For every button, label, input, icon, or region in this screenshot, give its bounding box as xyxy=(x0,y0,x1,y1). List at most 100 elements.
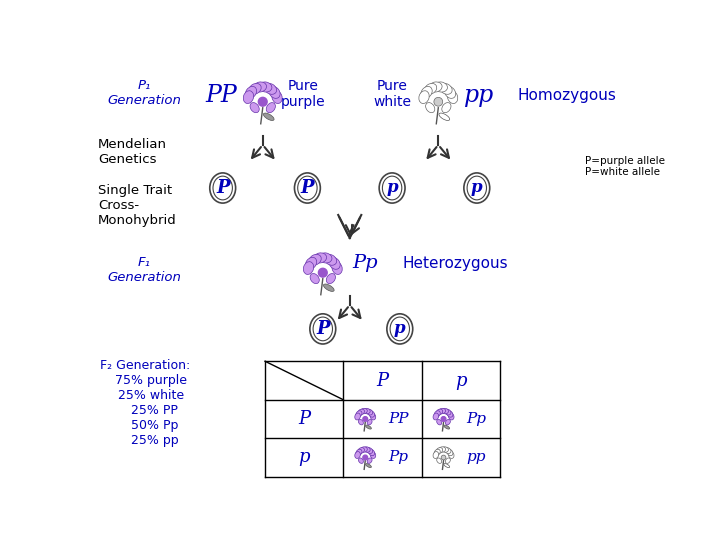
Ellipse shape xyxy=(447,91,458,104)
Ellipse shape xyxy=(332,262,342,274)
Ellipse shape xyxy=(429,82,442,92)
Ellipse shape xyxy=(426,103,435,113)
Ellipse shape xyxy=(363,447,370,453)
Ellipse shape xyxy=(367,458,372,463)
Ellipse shape xyxy=(444,409,451,415)
Text: p: p xyxy=(455,372,467,389)
Ellipse shape xyxy=(358,448,364,454)
Ellipse shape xyxy=(369,449,374,456)
Ellipse shape xyxy=(309,254,321,265)
Ellipse shape xyxy=(390,317,410,341)
Ellipse shape xyxy=(360,408,367,414)
Ellipse shape xyxy=(355,413,360,420)
Text: F₁
Generation: F₁ Generation xyxy=(107,256,181,284)
Ellipse shape xyxy=(210,173,235,203)
Ellipse shape xyxy=(442,103,451,113)
Circle shape xyxy=(441,455,446,460)
Ellipse shape xyxy=(250,103,259,113)
Ellipse shape xyxy=(421,86,432,98)
Ellipse shape xyxy=(449,413,454,420)
Ellipse shape xyxy=(425,84,437,94)
Text: p: p xyxy=(387,179,398,197)
Ellipse shape xyxy=(370,451,376,458)
Ellipse shape xyxy=(303,262,314,274)
Ellipse shape xyxy=(438,447,446,453)
Ellipse shape xyxy=(446,420,451,425)
Ellipse shape xyxy=(444,448,451,454)
Text: Homozygous: Homozygous xyxy=(518,88,616,103)
Ellipse shape xyxy=(464,173,490,203)
Ellipse shape xyxy=(439,113,450,120)
Text: P: P xyxy=(301,179,314,197)
Text: P: P xyxy=(216,179,230,197)
Ellipse shape xyxy=(447,411,453,417)
Text: Pp: Pp xyxy=(467,412,487,426)
Text: PP: PP xyxy=(388,412,408,426)
Ellipse shape xyxy=(360,447,367,453)
Ellipse shape xyxy=(272,91,282,104)
Ellipse shape xyxy=(359,420,364,425)
Ellipse shape xyxy=(243,91,253,104)
Text: P: P xyxy=(377,372,389,389)
Ellipse shape xyxy=(444,425,450,429)
Text: pp: pp xyxy=(464,84,494,107)
Ellipse shape xyxy=(434,411,440,417)
Ellipse shape xyxy=(369,411,374,417)
Ellipse shape xyxy=(259,82,272,92)
Ellipse shape xyxy=(326,274,336,284)
Text: p: p xyxy=(394,320,405,338)
Ellipse shape xyxy=(382,176,402,200)
Circle shape xyxy=(434,97,443,106)
Ellipse shape xyxy=(436,409,443,415)
Text: p: p xyxy=(471,179,482,197)
Text: p: p xyxy=(299,449,310,467)
Ellipse shape xyxy=(379,173,405,203)
Ellipse shape xyxy=(249,84,261,94)
Circle shape xyxy=(258,97,267,106)
Ellipse shape xyxy=(434,449,440,456)
Ellipse shape xyxy=(213,176,233,200)
Ellipse shape xyxy=(359,458,364,463)
Ellipse shape xyxy=(436,448,443,454)
Ellipse shape xyxy=(437,458,441,463)
Ellipse shape xyxy=(419,91,429,104)
Ellipse shape xyxy=(367,420,372,425)
Text: F₂ Generation:
   75% purple
   25% white
     25% PP
     50% Pp
     25% pp: F₂ Generation: 75% purple 25% white 25% … xyxy=(99,359,190,447)
Ellipse shape xyxy=(440,84,452,94)
Ellipse shape xyxy=(438,408,446,414)
Text: Pp: Pp xyxy=(352,254,378,273)
Ellipse shape xyxy=(355,451,360,458)
Ellipse shape xyxy=(324,254,337,265)
Circle shape xyxy=(318,268,327,277)
Ellipse shape xyxy=(253,82,266,92)
Ellipse shape xyxy=(387,314,413,344)
Text: Mendelian
Genetics: Mendelian Genetics xyxy=(98,138,167,166)
Ellipse shape xyxy=(366,464,372,468)
Ellipse shape xyxy=(358,409,364,415)
Ellipse shape xyxy=(313,317,333,341)
Ellipse shape xyxy=(449,451,454,458)
Ellipse shape xyxy=(264,84,276,94)
Ellipse shape xyxy=(433,413,438,420)
Ellipse shape xyxy=(446,458,451,463)
Ellipse shape xyxy=(294,173,320,203)
Ellipse shape xyxy=(246,86,256,98)
Ellipse shape xyxy=(467,176,487,200)
Text: Pp: Pp xyxy=(388,450,408,464)
Text: Single Trait
Cross-
Monohybrid: Single Trait Cross- Monohybrid xyxy=(98,184,176,227)
Ellipse shape xyxy=(310,274,319,284)
Ellipse shape xyxy=(264,113,274,120)
Ellipse shape xyxy=(366,448,373,454)
Ellipse shape xyxy=(356,411,362,417)
Ellipse shape xyxy=(310,314,336,344)
Text: Pure
purple: Pure purple xyxy=(282,79,326,109)
Ellipse shape xyxy=(266,103,276,113)
Ellipse shape xyxy=(305,258,317,269)
Text: PP: PP xyxy=(205,84,237,107)
Ellipse shape xyxy=(441,447,449,453)
Ellipse shape xyxy=(433,451,438,458)
Ellipse shape xyxy=(434,82,447,92)
Ellipse shape xyxy=(370,413,376,420)
Text: P₁
Generation: P₁ Generation xyxy=(107,79,181,107)
Ellipse shape xyxy=(314,253,327,263)
